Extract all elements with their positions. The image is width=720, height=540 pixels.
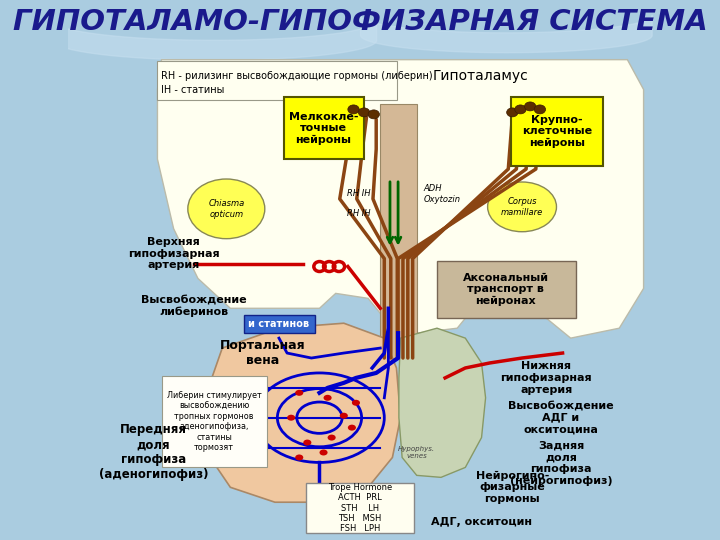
Ellipse shape: [295, 455, 303, 461]
Text: Задняя
доля
гипофиза
(нейрогипофиз): Задняя доля гипофиза (нейрогипофиз): [510, 441, 612, 486]
Text: Chiasma
opticum: Chiasma opticum: [208, 199, 244, 219]
Ellipse shape: [515, 105, 526, 114]
Text: ADH
Oxytozin: ADH Oxytozin: [423, 184, 460, 204]
FancyBboxPatch shape: [162, 376, 267, 468]
Ellipse shape: [368, 110, 379, 119]
Ellipse shape: [524, 102, 536, 111]
Ellipse shape: [507, 108, 518, 117]
FancyBboxPatch shape: [284, 97, 364, 159]
Ellipse shape: [303, 440, 311, 445]
Text: Крупно-
клеточные
нейроны: Крупно- клеточные нейроны: [522, 114, 592, 148]
FancyBboxPatch shape: [437, 261, 575, 318]
FancyBboxPatch shape: [157, 60, 397, 100]
Text: и статинов: и статинов: [248, 319, 310, 329]
Text: Нижняя
гипофизарная
артерия: Нижняя гипофизарная артерия: [500, 361, 592, 395]
Ellipse shape: [348, 424, 356, 430]
Text: Гипоталамус: Гипоталамус: [433, 69, 528, 83]
Polygon shape: [206, 323, 400, 502]
Text: Нейрогипо-
физарные
гормоны: Нейрогипо- физарные гормоны: [476, 471, 549, 504]
Ellipse shape: [323, 395, 332, 401]
FancyBboxPatch shape: [244, 315, 315, 333]
Text: ГИПОТАЛАМО-ГИПОФИЗАРНАЯ СИСТЕМА: ГИПОТАЛАМО-ГИПОФИЗАРНАЯ СИСТЕМА: [13, 8, 707, 36]
Ellipse shape: [352, 400, 360, 406]
Text: Передняя
доля
гипофиза
(аденогипофиз): Передняя доля гипофиза (аденогипофиз): [99, 423, 208, 482]
Polygon shape: [399, 328, 485, 477]
Ellipse shape: [188, 179, 265, 239]
Text: Портальная
вена: Портальная вена: [220, 339, 305, 367]
Text: RH - рилизинг высвобождающие гормоны (либерин): RH - рилизинг высвобождающие гормоны (ли…: [161, 71, 432, 80]
Ellipse shape: [359, 108, 370, 117]
Ellipse shape: [348, 105, 359, 114]
Text: Аксональный
транспорт в
нейронах: Аксональный транспорт в нейронах: [463, 273, 549, 306]
Bar: [380, 104, 417, 358]
Ellipse shape: [328, 435, 336, 441]
Text: IH - статины: IH - статины: [161, 84, 224, 94]
Ellipse shape: [320, 449, 328, 455]
Polygon shape: [158, 60, 644, 338]
Text: Corpus
mamillare: Corpus mamillare: [501, 197, 543, 217]
Text: Hypophys.
venes: Hypophys. venes: [398, 446, 436, 459]
Text: RH IH: RH IH: [347, 190, 371, 198]
Text: Высвобождение
АДГ и
окситоцина: Высвобождение АДГ и окситоцина: [508, 401, 613, 434]
FancyBboxPatch shape: [306, 483, 414, 533]
Text: Высвобождение
либеринов: Высвобождение либеринов: [141, 295, 247, 318]
Text: Либерин стимулирует
высвобождению
тропных гормонов
аденогипофиза,
статины
тормоз: Либерин стимулирует высвобождению тропны…: [167, 391, 261, 452]
Text: Верхняя
гипофизарная
артерия: Верхняя гипофизарная артерия: [128, 237, 220, 270]
Text: Trope Hormone
ACTH  PRL
STH    LH
TSH   MSH
FSH   LPH: Trope Hormone ACTH PRL STH LH TSH MSH FS…: [328, 483, 392, 534]
Ellipse shape: [295, 390, 303, 396]
Text: RH IH: RH IH: [347, 210, 371, 218]
FancyBboxPatch shape: [510, 97, 603, 166]
Text: АДГ, окситоцин: АДГ, окситоцин: [431, 517, 532, 527]
Ellipse shape: [487, 182, 557, 232]
Ellipse shape: [534, 105, 546, 114]
Ellipse shape: [340, 413, 348, 418]
Text: Мелкокле-
точные
нейроны: Мелкокле- точные нейроны: [289, 112, 359, 145]
Ellipse shape: [287, 415, 295, 421]
